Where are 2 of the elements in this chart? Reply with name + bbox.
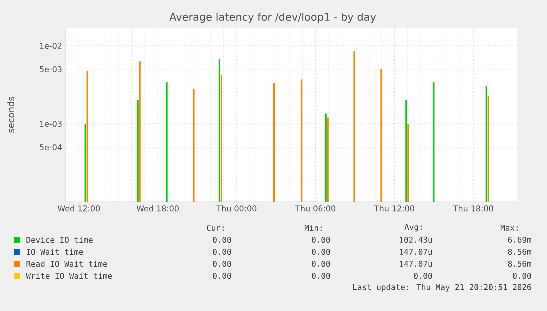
- chart-title: Average latency for /dev/loop1 - by day: [170, 12, 376, 24]
- y-axis-title: seconds: [8, 97, 14, 133]
